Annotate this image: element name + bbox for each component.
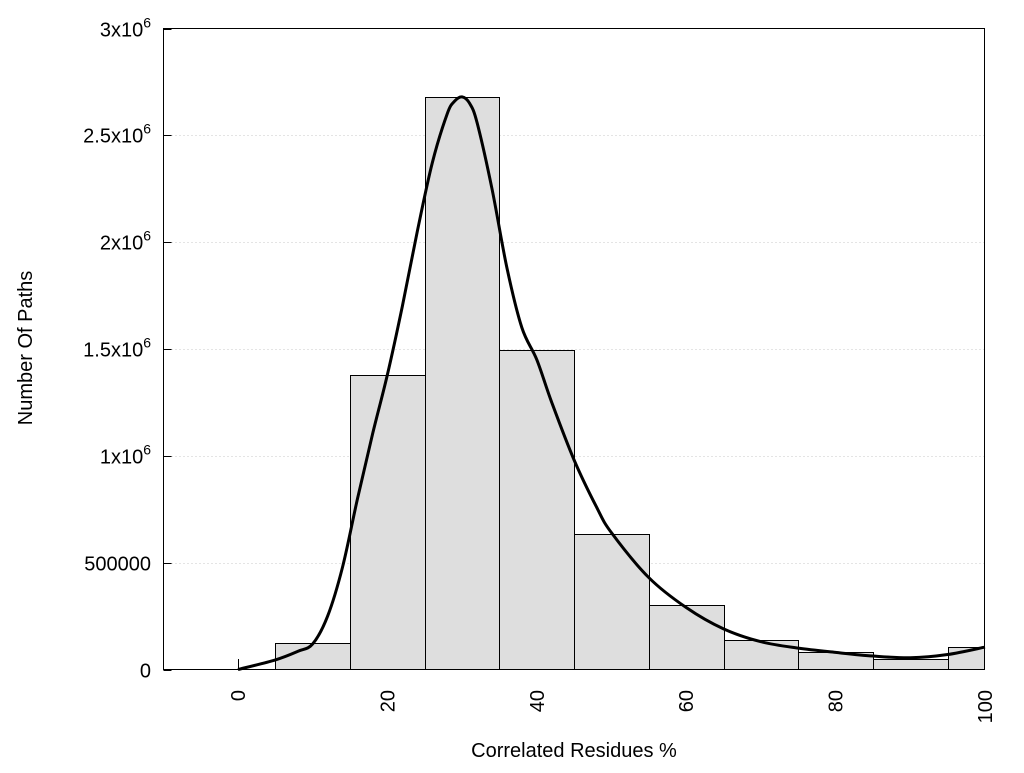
y-tick-label: 2x106: [100, 228, 151, 255]
x-axis-ticks: 0 20 40 60 80 100: [228, 659, 997, 723]
x-tick-label: 0: [228, 690, 250, 701]
x-tick-label: 20: [377, 690, 399, 712]
y-axis-ticks: 0 500000 1x106 1.5x106 2x106 2.5x106 3x106: [83, 15, 172, 683]
histogram-bar: [724, 640, 799, 670]
y-tick-label: 1x106: [100, 442, 151, 469]
histogram-bar: [499, 350, 575, 670]
histogram-bar: [350, 375, 426, 670]
bars: [275, 97, 985, 670]
density-curve: [237, 95, 986, 671]
x-tick-label: 60: [676, 690, 698, 712]
y-tick-label: 3x106: [100, 15, 151, 42]
histogram-bar: [425, 97, 500, 670]
y-tick-label: 2.5x106: [83, 121, 151, 148]
histogram-bar: [574, 534, 650, 670]
histogram-bar: [873, 659, 949, 670]
x-tick-label: 100: [975, 690, 997, 723]
y-tick-label: 1.5x106: [83, 335, 151, 362]
density-curve-line: [237, 95, 986, 671]
x-tick-label: 40: [527, 690, 549, 712]
y-axis-label: Number Of Paths: [15, 271, 37, 426]
gridlines: [163, 135, 985, 564]
histogram-bar: [649, 605, 725, 670]
y-tick-label: 500000: [84, 554, 151, 576]
y-tick-label: 0: [140, 661, 151, 683]
x-tick-label: 80: [826, 690, 848, 712]
x-axis-label: Correlated Residues %: [471, 740, 677, 762]
